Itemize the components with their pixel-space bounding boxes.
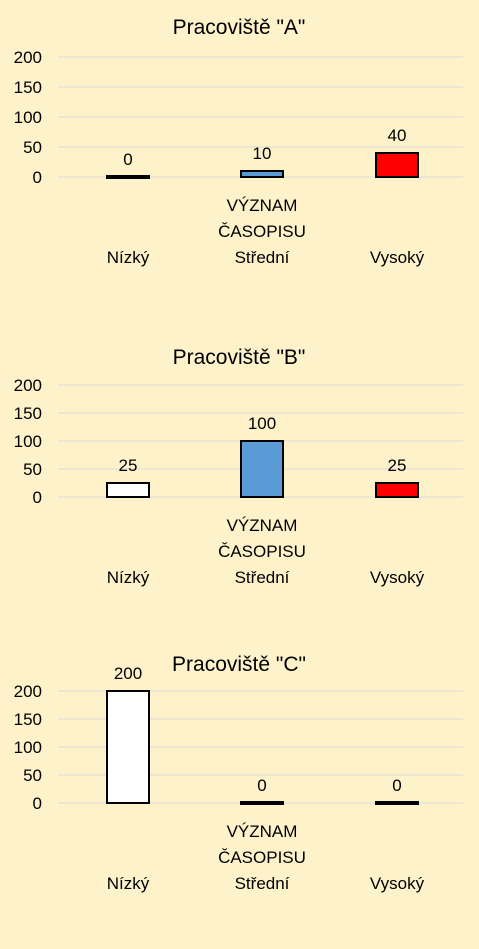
x-axis-title: ČASOPISU (218, 542, 306, 561)
data-label: 100 (248, 414, 276, 433)
x-axis-title: ČASOPISU (218, 848, 306, 867)
x-tick-label: Vysoký (370, 874, 425, 893)
y-tick-label: 50 (23, 138, 42, 157)
y-tick-label: 200 (14, 376, 42, 395)
data-label: 0 (257, 776, 266, 795)
y-tick-label: 50 (23, 460, 42, 479)
data-label: 200 (114, 664, 142, 683)
bar (375, 801, 419, 805)
y-tick-label: 150 (14, 710, 42, 729)
chart-title: Pracoviště "B" (173, 346, 306, 369)
x-tick-label: Vysoký (370, 568, 425, 587)
bar (375, 152, 419, 178)
y-tick-label: 0 (33, 168, 42, 187)
x-tick-label: Střední (235, 248, 290, 267)
y-tick-label: 100 (14, 432, 42, 451)
y-tick-label: 0 (33, 794, 42, 813)
bar (240, 801, 284, 805)
data-label: 10 (253, 144, 272, 163)
data-label: 40 (388, 126, 407, 145)
data-label: 0 (123, 150, 132, 169)
chart-title: Pracoviště "C" (172, 653, 306, 676)
chart-title: Pracoviště "A" (173, 16, 306, 39)
y-tick-label: 100 (14, 108, 42, 127)
bar (240, 170, 284, 178)
y-tick-label: 150 (14, 78, 42, 97)
x-tick-label: Nízký (107, 248, 150, 267)
x-tick-label: Nízký (107, 874, 150, 893)
y-tick-label: 150 (14, 404, 42, 423)
x-tick-label: Střední (235, 874, 290, 893)
data-label: 0 (392, 776, 401, 795)
x-axis-title: VÝZNAM (227, 516, 298, 535)
y-tick-label: 0 (33, 488, 42, 507)
x-axis-title: VÝZNAM (227, 822, 298, 841)
y-tick-label: 200 (14, 682, 42, 701)
x-tick-label: Vysoký (370, 248, 425, 267)
data-label: 25 (119, 456, 138, 475)
bar (106, 175, 150, 179)
bar (106, 690, 150, 804)
x-tick-label: Střední (235, 568, 290, 587)
x-axis-title: ČASOPISU (218, 222, 306, 241)
data-label: 25 (388, 456, 407, 475)
bar (375, 482, 419, 498)
x-tick-label: Nízký (107, 568, 150, 587)
y-tick-label: 100 (14, 738, 42, 757)
bar (106, 482, 150, 498)
y-tick-label: 50 (23, 766, 42, 785)
x-axis-title: VÝZNAM (227, 196, 298, 215)
bar (240, 440, 284, 498)
y-tick-label: 200 (14, 48, 42, 67)
